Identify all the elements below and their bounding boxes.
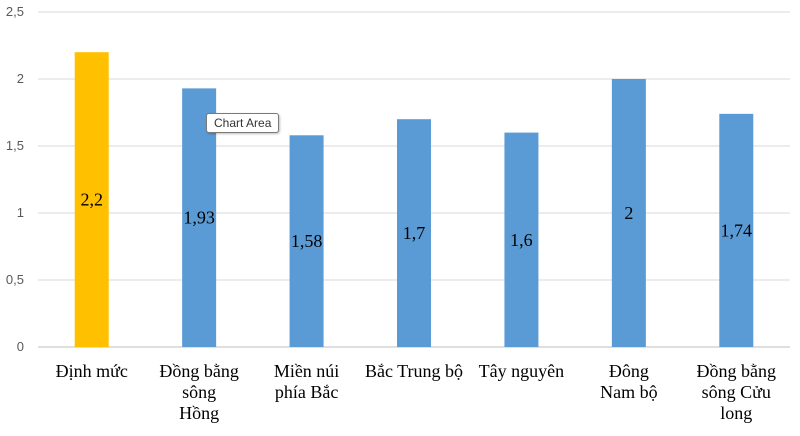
x-tick-label: Bắc Trung bộ bbox=[365, 361, 463, 381]
x-tick-label: Đồng bằng sông Cửu long bbox=[697, 361, 777, 423]
bar bbox=[611, 79, 646, 347]
data-label: 2,2 bbox=[80, 190, 103, 210]
data-label: 1,6 bbox=[510, 230, 533, 250]
y-tick-label: 1 bbox=[17, 205, 24, 220]
data-label: 2 bbox=[624, 203, 633, 223]
y-tick-label: 0 bbox=[17, 339, 24, 354]
x-tick-label: Đồng bằng sông Hồng bbox=[159, 361, 239, 423]
bar bbox=[504, 132, 539, 347]
x-tick-label: Tây nguyên bbox=[479, 361, 564, 381]
bar bbox=[397, 119, 431, 347]
y-tick-label: 0,5 bbox=[6, 272, 24, 287]
y-axis: 0 0,5 1 1,5 2 2,5 bbox=[6, 4, 24, 354]
y-tick-label: 1,5 bbox=[6, 138, 24, 153]
data-labels: 2,2 1,93 1,58 1,7 1,6 2 1,74 bbox=[80, 190, 752, 252]
x-tick-label: Định mức bbox=[56, 361, 128, 381]
data-label: 1,7 bbox=[403, 223, 426, 243]
chart-area-tooltip: Chart Area bbox=[206, 113, 280, 133]
x-tick-label: Miền núi phía Bắc bbox=[274, 361, 340, 402]
bar bbox=[74, 52, 109, 347]
data-label: 1,74 bbox=[721, 220, 753, 240]
x-axis: Định mức Đồng bằng sông Hồng Miền núi phía Bắ… bbox=[56, 361, 776, 423]
data-label: 1,58 bbox=[291, 231, 323, 251]
bars bbox=[74, 52, 754, 347]
y-tick-label: 2,5 bbox=[6, 4, 24, 19]
bar bbox=[719, 113, 754, 347]
x-tick-label: Đông Nam bộ bbox=[600, 361, 658, 402]
data-label: 1,93 bbox=[183, 208, 215, 228]
bar bbox=[289, 135, 324, 347]
y-tick-label: 2 bbox=[17, 71, 24, 86]
